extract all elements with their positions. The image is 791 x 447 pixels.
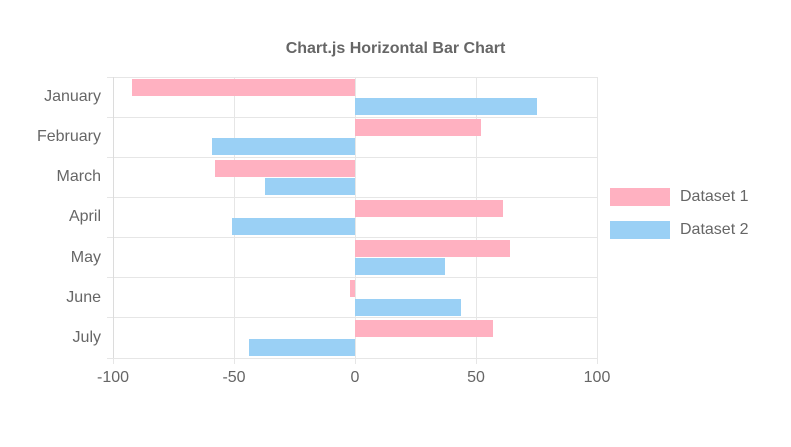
bar-dataset-1-july[interactable] [355, 320, 493, 338]
legend-label-dataset-1: Dataset 1 [680, 188, 749, 205]
bar-dataset-1-june[interactable] [350, 280, 355, 298]
legend-item-dataset-1[interactable]: Dataset 1 [610, 188, 748, 206]
bar-dataset-2-april[interactable] [231, 218, 355, 236]
gridline-x-100 [596, 77, 598, 364]
gridline-row-boundary-3 [107, 196, 597, 198]
gridline-x-50 [475, 77, 477, 364]
bar-dataset-2-february[interactable] [212, 137, 355, 155]
gridline-row-boundary-0 [107, 76, 597, 78]
bar-dataset-1-january[interactable] [132, 79, 355, 97]
y-tick-label-april: April [68, 208, 101, 226]
bar-dataset-2-july[interactable] [248, 338, 355, 356]
bar-dataset-1-march[interactable] [214, 159, 355, 177]
gridline-row-boundary-5 [107, 277, 597, 279]
bar-dataset-2-march[interactable] [265, 178, 355, 196]
x-tick-label-50: 50 [467, 369, 485, 386]
legend-label-dataset-2: Dataset 2 [680, 221, 749, 238]
y-axis-border [113, 77, 114, 358]
x-axis-labels: -100 -50 0 50 100 [0, 369, 791, 391]
bar-dataset-2-january[interactable] [355, 97, 537, 115]
legend-swatch-dataset-2 [610, 221, 670, 239]
gridline-row-boundary-6 [107, 317, 597, 319]
gridline-row-boundary-1 [107, 116, 597, 118]
gridline-x-0 [354, 77, 356, 364]
legend-swatch-dataset-1 [610, 188, 670, 206]
x-tick-label-0: 0 [350, 369, 360, 386]
bar-dataset-1-may[interactable] [355, 239, 510, 257]
bar-dataset-1-february[interactable] [355, 119, 481, 137]
y-tick-label-march: March [56, 168, 101, 186]
legend: Dataset 1 Dataset 2 [610, 188, 748, 239]
bar-dataset-1-april[interactable] [355, 199, 503, 217]
x-tick-label--100: -100 [96, 369, 130, 386]
y-tick-label-may: May [70, 248, 101, 266]
plot-area [107, 76, 598, 364]
y-tick-label-june: June [66, 288, 101, 306]
bar-dataset-2-june[interactable] [355, 298, 462, 316]
x-tick-label--50: -50 [222, 369, 246, 386]
y-tick-label-july: July [72, 328, 101, 346]
gridline-row-boundary-4 [107, 237, 597, 239]
bar-dataset-2-may[interactable] [355, 258, 445, 276]
y-axis-labels: January February March April May June July [0, 77, 101, 358]
chart-title: Chart.js Horizontal Bar Chart [285, 40, 506, 57]
gridline-row-boundary-7 [107, 357, 597, 359]
legend-item-dataset-2[interactable]: Dataset 2 [610, 221, 748, 239]
gridline-row-boundary-2 [107, 156, 597, 158]
y-tick-label-january: January [44, 88, 101, 106]
x-tick-label-100: 100 [583, 369, 611, 386]
y-tick-label-february: February [36, 128, 101, 146]
